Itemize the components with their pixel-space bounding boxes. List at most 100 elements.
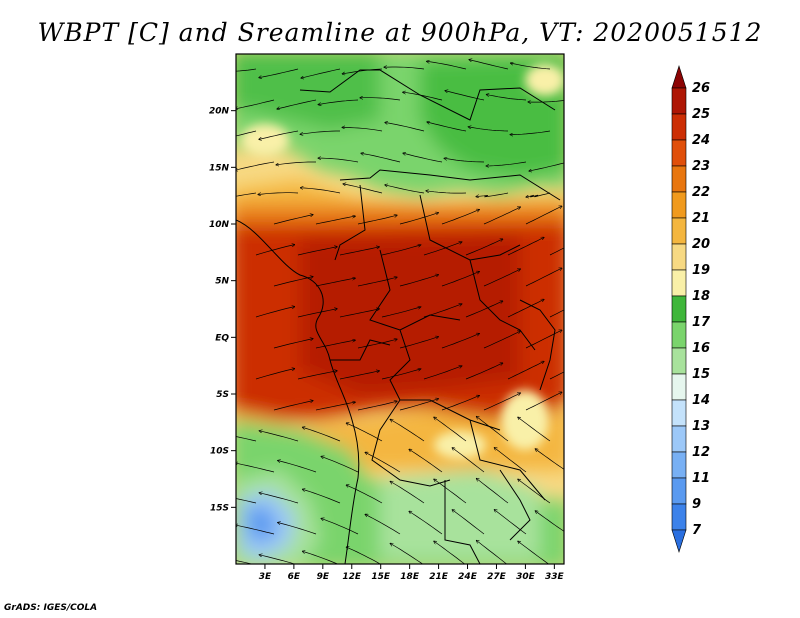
y-axis: 20N 15N 10N 5N EQ 5S 10S 15S: [209, 107, 236, 513]
colorbar-label: 17: [692, 315, 711, 330]
streamline: [465, 301, 503, 318]
streamline: [321, 456, 359, 473]
streamline: [343, 184, 383, 194]
streamline: [452, 448, 485, 473]
streamline: [535, 449, 564, 470]
streamline: [357, 401, 397, 411]
streamline: [441, 272, 479, 287]
streamline: [390, 419, 425, 442]
streamline: [361, 153, 401, 163]
colorbar-label: 7: [692, 523, 702, 538]
colorbar-label: 9: [692, 497, 701, 512]
streamline: [441, 210, 479, 225]
streamline: [259, 431, 299, 442]
streamline: [476, 541, 508, 564]
streamline: [568, 331, 604, 348]
colorbar-box: [671, 373, 687, 401]
colorbar-box: [671, 243, 687, 271]
wbpt-shaded-field: [236, 54, 604, 564]
streamline: [236, 161, 275, 170]
streamline: [525, 330, 562, 349]
streamline: [434, 417, 467, 442]
streamline: [342, 68, 383, 74]
streamline: [423, 242, 462, 256]
y-tick-label: 5N: [215, 277, 229, 287]
streamline: [315, 278, 355, 287]
x-tick-label: 27E: [487, 572, 507, 582]
x-tick-label: 12E: [342, 572, 362, 582]
x-tick-label: 9E: [317, 572, 330, 582]
streamline: [526, 192, 551, 197]
streamline: [315, 340, 355, 349]
streamline: [518, 417, 551, 442]
streamline: [258, 192, 299, 195]
streamline: [483, 269, 520, 287]
streamline: [507, 299, 544, 318]
colorbar-box: [671, 87, 687, 115]
streamline: [427, 122, 467, 132]
streamline: [465, 363, 503, 380]
colorbar-label: 13: [692, 419, 710, 434]
streamline: [365, 514, 401, 535]
streamline: [346, 547, 381, 564]
streamline: [476, 192, 509, 197]
streamline: [486, 95, 527, 101]
streamline: [360, 98, 401, 101]
streamline: [483, 331, 520, 349]
streamline: [365, 452, 401, 473]
streamline: [441, 334, 479, 349]
streamline: [278, 523, 317, 535]
colorbar-label: 25: [692, 107, 710, 122]
y-tick-label: 15N: [209, 163, 230, 173]
colorbar-box: [671, 425, 687, 453]
streamline: [273, 339, 313, 349]
streamline: [318, 158, 359, 163]
colorbar-box: [671, 269, 687, 297]
streamline: [259, 555, 296, 564]
colorbar-label: 20: [692, 237, 710, 252]
streamline: [511, 63, 551, 70]
streamline: [399, 213, 438, 225]
streamline: [427, 61, 467, 70]
streamline: [549, 371, 564, 380]
streamline: [494, 448, 527, 473]
streamline: [409, 511, 443, 535]
streamline: [236, 463, 275, 473]
streamline: [381, 307, 421, 318]
streamlines: [236, 60, 604, 564]
streamline: [399, 337, 438, 349]
colorbar-box: [671, 503, 687, 531]
streamline: [278, 461, 317, 473]
streamline: [465, 239, 503, 256]
streamline: [525, 206, 562, 225]
x-tick-label: 30E: [516, 572, 536, 582]
colorbar-bottom-arrow: [671, 529, 687, 553]
streamline: [469, 60, 509, 70]
streamline: [236, 525, 275, 535]
colorbar-box: [671, 295, 687, 323]
streamline: [445, 91, 485, 101]
streamline: [486, 161, 527, 166]
streamline: [529, 162, 564, 171]
streamline: [255, 307, 295, 318]
streamline: [535, 511, 564, 532]
streamline: [346, 423, 383, 442]
streamline: [357, 339, 397, 349]
streamline: [434, 541, 466, 564]
colorbar-label: 21: [692, 211, 710, 226]
grads-footer: GrADS: IGES/COLA: [4, 603, 98, 613]
streamline: [236, 99, 275, 109]
x-tick-label: 24E: [458, 572, 478, 582]
streamline: [342, 127, 383, 132]
streamline: [549, 247, 564, 256]
colorbar: 26 25 24 23 22 21 20 19 18 17 16 15 14 13 12 11 9 7: [671, 65, 711, 553]
streamline: [568, 207, 604, 224]
colorbar-box: [671, 139, 687, 167]
colorbar-label: 15: [692, 367, 710, 382]
x-tick-label: 15E: [371, 572, 391, 582]
streamline: [300, 188, 341, 194]
streamline: [303, 551, 339, 564]
streamline: [303, 427, 341, 442]
x-tick-label: 18E: [400, 572, 420, 582]
x-axis: 3E 6E 9E 12E 15E 18E 21E 24E 27E 30E 33E: [259, 564, 565, 582]
